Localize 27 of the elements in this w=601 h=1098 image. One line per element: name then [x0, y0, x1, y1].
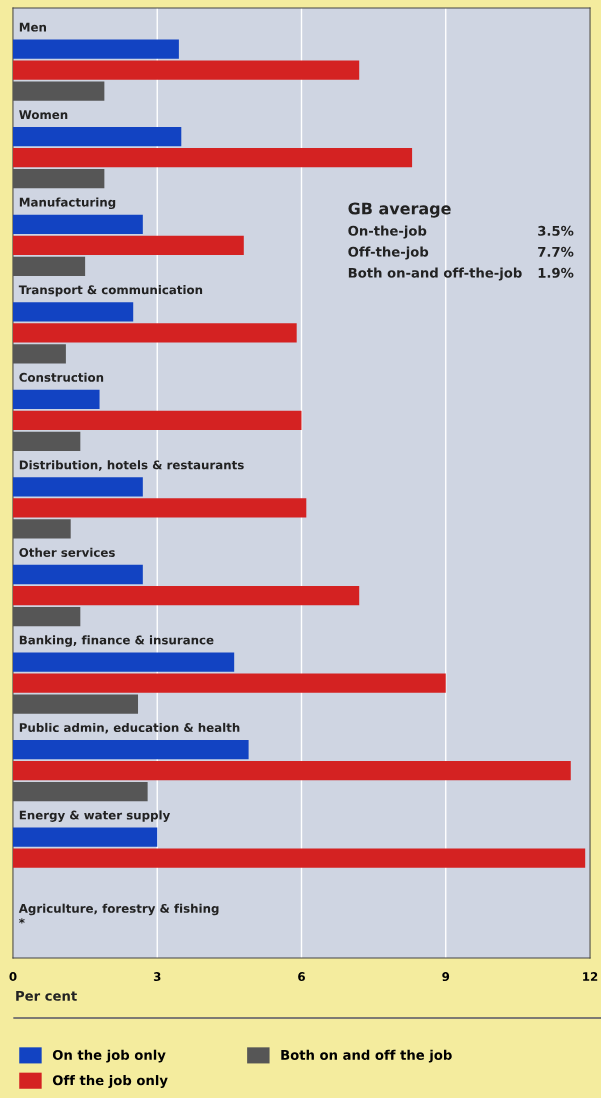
annotation: Off-the-job	[348, 246, 429, 260]
annotation: 1.9%	[538, 267, 574, 278]
legend-label: On the job only	[52, 1049, 166, 1063]
annotation: Both on-and off-the-job	[348, 267, 522, 281]
y-tick-label: Distribution, hotels & restaurants	[19, 460, 244, 471]
y-tick-label: Agriculture, forestry & fishing *	[18, 903, 219, 924]
x-tick-label: 0	[9, 972, 17, 982]
y-tick-label: Men	[19, 22, 47, 32]
y-tick-label: Manufacturing	[19, 197, 116, 210]
y-tick-label: Transport & communication	[18, 285, 203, 297]
y-tick-label: Public admin, education & health	[19, 722, 240, 734]
legend-label: Both on and off the job	[281, 1049, 452, 1063]
y-tick-label: Women	[19, 110, 68, 120]
annotation: On-the-job	[348, 225, 427, 239]
legend-label: Off the job only	[52, 1075, 168, 1088]
x-axis-title: Per cent	[16, 991, 77, 1001]
y-tick-label: Construction	[19, 372, 104, 382]
annotation: GB average	[348, 202, 451, 218]
annotation: 7.7%	[538, 246, 574, 257]
y-tick-label: Energy & water supply	[19, 810, 171, 822]
y-tick-label: Other services	[19, 547, 115, 557]
y-tick-label: Banking, finance & insurance	[19, 635, 214, 647]
x-tick-label: 3	[153, 972, 161, 982]
x-tick-label: 9	[442, 972, 450, 982]
x-tick-label: 12	[583, 972, 598, 981]
x-tick-label: 6	[298, 972, 305, 982]
annotation: 3.5%	[538, 225, 574, 236]
